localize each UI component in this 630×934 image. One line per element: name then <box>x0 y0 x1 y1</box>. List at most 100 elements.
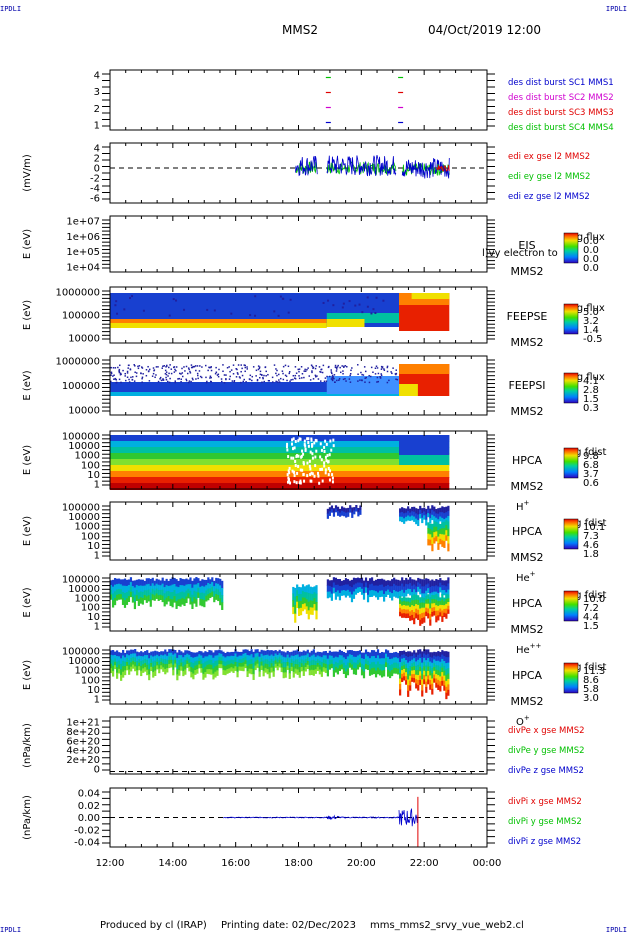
spectrogram-cell <box>136 651 139 657</box>
spectrogram-cell <box>163 587 166 594</box>
spectrogram-cell <box>268 655 271 662</box>
spectrogram-cell <box>110 323 327 328</box>
spectrogram-cell <box>348 586 352 593</box>
spectrogram-cell <box>429 684 432 690</box>
spectrogram-cell <box>354 656 358 664</box>
spectrogram-cell <box>127 595 131 602</box>
spectrogram-cell <box>439 671 442 677</box>
spectrogram-cell <box>249 314 252 317</box>
spectrogram-cell <box>188 654 191 660</box>
instrument-spacecraft-label: MMS2 <box>511 623 544 636</box>
spectrogram-cell <box>407 679 410 686</box>
spectrogram-cell <box>425 595 428 601</box>
spectrogram-cell <box>236 368 238 371</box>
spectrogram-cell <box>368 669 372 676</box>
spectrogram-cell <box>298 594 301 602</box>
spectrogram-cell <box>302 660 305 666</box>
spectrogram-cell <box>256 649 259 654</box>
spectrogram-cell <box>178 654 181 661</box>
spectrogram-cell <box>441 512 444 519</box>
spectrogram-cell <box>242 662 245 667</box>
colorbar-title: Log flux <box>565 303 605 314</box>
spectrogram-cell <box>194 665 197 671</box>
spectrogram-cell <box>191 366 194 369</box>
spectrogram-cell <box>425 603 428 609</box>
spectrogram-cell <box>292 374 295 377</box>
spectrogram-cell <box>411 585 414 593</box>
spectrogram-cell <box>405 672 408 677</box>
spectrogram-cell <box>326 664 329 671</box>
spectrogram-cell <box>324 668 327 673</box>
spectrogram-cell <box>130 376 132 379</box>
spectrogram-cell <box>219 585 222 593</box>
spectrogram-cell <box>142 373 144 375</box>
spectrogram-cell <box>413 584 416 590</box>
spectrogram-cell <box>447 678 450 685</box>
spectrogram-cell <box>220 378 223 380</box>
spectrogram-cell <box>431 599 434 604</box>
spectrogram-cell <box>159 585 162 591</box>
spectrogram-cell <box>110 435 450 442</box>
spectrogram-cell <box>385 580 388 587</box>
footer-file: mms_mms2_srvy_vue_web2.cl <box>370 920 524 931</box>
spectrogram-cell <box>287 365 290 368</box>
spectrogram-cell <box>210 650 213 656</box>
spectrogram-cell <box>296 471 299 475</box>
spectrogram-cell <box>336 579 340 586</box>
spectrogram-cell <box>154 660 157 667</box>
spectrogram-cell <box>405 516 408 522</box>
y-tick-label: 0.02 <box>78 801 100 812</box>
spectrogram-cell <box>164 369 167 372</box>
spectrogram-cell <box>157 584 160 591</box>
spectrogram-cell <box>131 586 135 592</box>
spectrogram-cell <box>314 464 317 468</box>
spectrogram-cell <box>318 651 321 657</box>
y-tick-label: 1 <box>94 480 100 491</box>
spectrogram-cell <box>137 585 140 593</box>
spectrogram-cell <box>439 661 442 668</box>
spectrogram-cell <box>316 666 319 671</box>
spectrogram-cell <box>433 663 436 668</box>
spectrogram-cell <box>375 296 378 299</box>
spectrogram-cell <box>441 528 444 535</box>
spectrogram-cell <box>415 679 418 685</box>
spectrogram-cell <box>380 651 384 659</box>
spectrogram-cell <box>413 579 416 585</box>
spectrogram-cell <box>429 513 432 519</box>
spectrogram-cell <box>328 478 331 482</box>
spectrogram-cell <box>284 662 287 668</box>
spectrogram-cell <box>124 375 126 377</box>
spectrogram-cell <box>183 585 186 593</box>
spectrogram-cell <box>189 370 191 373</box>
spectrogram-cell <box>290 655 293 660</box>
spectrogram-cell <box>331 378 334 381</box>
spectrogram-cell <box>162 659 165 664</box>
spectrogram-cell <box>209 592 212 599</box>
spectrogram-cell <box>304 370 307 372</box>
spectrogram-cell <box>429 534 432 541</box>
colorbar <box>563 662 579 694</box>
spectrogram-cell <box>421 651 424 658</box>
spectrogram-cell <box>181 367 183 370</box>
spectrogram-cell <box>213 309 216 312</box>
spectrogram-cell <box>274 653 277 658</box>
spectrogram-cell <box>362 374 365 376</box>
spectrogram-cell <box>324 455 327 459</box>
spectrogram-cell <box>407 515 410 521</box>
spectrogram-cell <box>153 585 156 591</box>
colorbar-tick-label: 11.3 <box>583 666 605 677</box>
spectrogram-cell <box>117 588 121 595</box>
spectrogram-cell <box>318 656 321 662</box>
spectrogram-cell <box>135 590 138 596</box>
spectrogram-cell <box>230 663 233 668</box>
spectrogram-cell <box>189 584 192 592</box>
spectrogram-cell <box>447 668 450 674</box>
spectrogram-cell <box>421 662 424 669</box>
spectrogram-cell <box>403 672 406 677</box>
spectrogram-cell <box>360 371 362 374</box>
spectrogram-cell <box>138 666 141 671</box>
spectrogram-cell <box>321 371 324 374</box>
